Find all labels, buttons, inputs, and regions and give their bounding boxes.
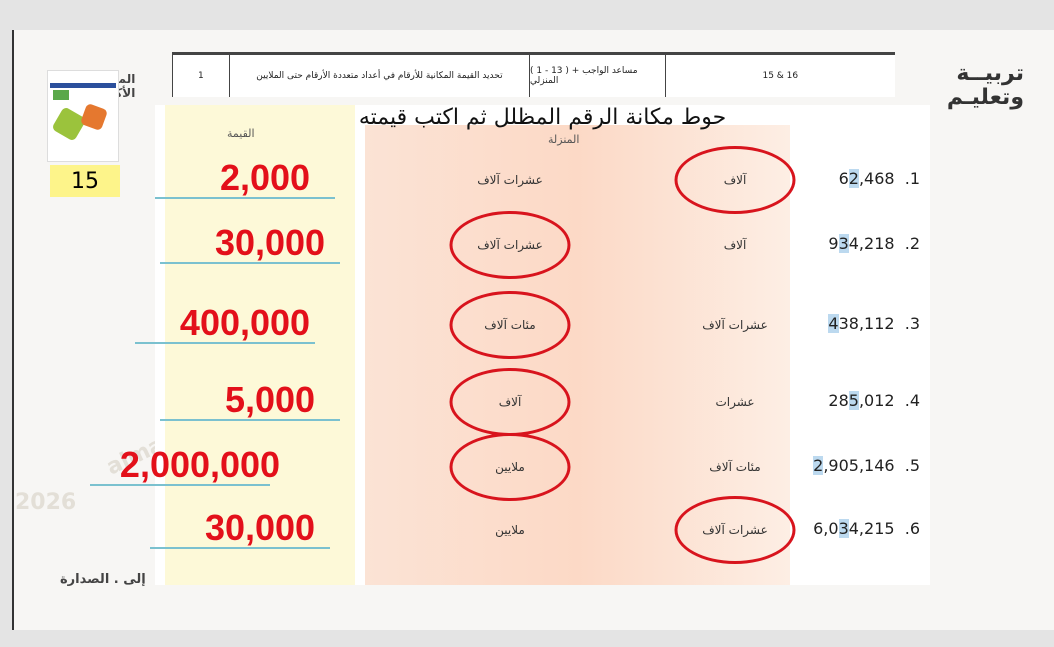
answer-circle — [449, 433, 571, 501]
instruction-title: حوط مكانة الرقم المظلل ثم اكتب قيمته — [358, 105, 727, 130]
item-index: .6 — [904, 519, 920, 538]
exercise-row: 5,000 آلاف عشرات 285,012 .4 — [155, 368, 930, 436]
answer-value: 2,000 — [219, 157, 311, 198]
place-option-left[interactable]: عشرات آلاف — [477, 173, 543, 187]
answer-value: 2,000,000 — [119, 444, 281, 485]
answer-circle — [449, 291, 571, 359]
item-index: .3 — [904, 314, 920, 333]
item-index: .4 — [904, 391, 920, 410]
textbook-cover-image — [47, 70, 119, 162]
shaded-digit: 3 — [838, 234, 849, 253]
number-item: 285,012 .4 — [828, 391, 920, 410]
exercise-row: 2,000 عشرات آلاف آلاف 62,468 .1 — [155, 146, 930, 214]
ministry-logo: تربيــة وتعليـم — [946, 61, 1024, 110]
shaded-digit: 4 — [828, 314, 839, 333]
answer-value: 5,000 — [224, 379, 316, 420]
watermark-year: 2026 — [15, 490, 77, 515]
exercise-row: 2,000,000 ملايين مئات آلاف 2,905,146 .5 — [90, 433, 930, 501]
shaded-digit: 2 — [848, 169, 859, 188]
place-option-right[interactable]: آلاف — [723, 238, 747, 252]
footer-slogan: إلى . الصدارة — [60, 572, 146, 587]
answer-line — [150, 547, 330, 549]
answer-circle — [674, 146, 796, 214]
answer-line — [160, 419, 340, 421]
lesson-header-table: 1 تحديد القيمة المكانية للأرقام في أعداد… — [172, 52, 895, 97]
answer-value: 30,000 — [214, 222, 326, 263]
value-column-header: القيمة — [227, 127, 255, 140]
item-index: .2 — [904, 234, 920, 253]
answer-circle — [674, 496, 796, 564]
answer-value: 30,000 — [204, 507, 316, 548]
place-column-header: المنزلة — [548, 133, 580, 146]
shaded-digit: 3 — [838, 519, 849, 538]
answer-circle — [449, 211, 571, 279]
exercise-panel: حوط مكانة الرقم المظلل ثم اكتب قيمته الق… — [90, 105, 930, 585]
answer-circle — [449, 368, 571, 436]
value-column-bg — [165, 105, 355, 585]
number-item: 2,905,146 .5 — [813, 456, 920, 475]
answer-line — [90, 484, 270, 486]
answer-value: 400,000 — [179, 302, 311, 343]
number-item: 438,112 .3 — [828, 314, 920, 333]
shaded-digit: 2 — [813, 456, 824, 475]
lesson-pages: 15 & 16 — [664, 55, 895, 97]
shaded-digit: 5 — [848, 391, 859, 410]
page-number-badge: 15 — [50, 165, 120, 197]
place-option-right[interactable]: عشرات — [715, 395, 755, 409]
answer-line — [160, 262, 340, 264]
lesson-number: 1 — [172, 55, 229, 97]
number-item: 934,218 .2 — [828, 234, 920, 253]
place-option-right[interactable]: عشرات آلاف — [702, 318, 768, 332]
answer-line — [155, 197, 335, 199]
lesson-section: ( 1 - 13 ) + مساعد الواجب المنزلي — [529, 55, 665, 97]
lesson-title: تحديد القيمة المكانية للأرقام في أعداد م… — [228, 55, 529, 97]
number-item: 6,034,215 .6 — [813, 519, 920, 538]
exercise-row: 30,000 عشرات آلاف آلاف 934,218 .2 — [155, 211, 930, 279]
item-index: .1 — [904, 169, 920, 188]
place-option-right[interactable]: مئات آلاف — [709, 460, 761, 474]
item-index: .5 — [904, 456, 920, 475]
number-item: 62,468 .1 — [838, 169, 920, 188]
place-option-left[interactable]: ملايين — [495, 523, 525, 537]
answer-line — [135, 342, 315, 344]
exercise-row: 400,000 مئات آلاف عشرات آلاف 438,112 .3 — [135, 291, 930, 359]
exercise-row: 30,000 ملايين عشرات آلاف 6,034,215 .6 — [150, 496, 930, 564]
